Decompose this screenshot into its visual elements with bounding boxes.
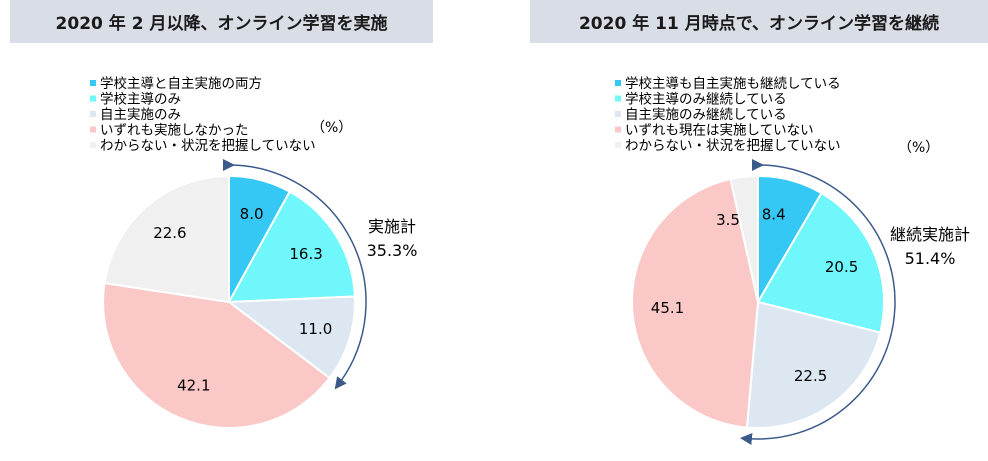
total-bracket-arc (739, 158, 896, 445)
legend-swatch (615, 95, 621, 102)
slice-value-label: 20.5 (825, 258, 858, 276)
pie-slice (102, 281, 331, 429)
unit-label: （%） (898, 140, 939, 156)
legend-label: いずれも現在は実施していない (625, 123, 814, 139)
total-value: 35.3% (367, 241, 418, 260)
legend-label: 学校主導のみ (100, 91, 181, 108)
chart-title-left: 2020 年 2 月以降、オンライン学習を実施 (10, 0, 433, 43)
legend-swatch (90, 126, 96, 133)
legend-swatch (90, 95, 96, 102)
legend-label: 自主実施のみ継続している (625, 107, 787, 123)
legend-label: 学校主導も自主実施も継続している (625, 75, 841, 92)
legend-swatch (615, 142, 621, 148)
slice-value-label: 8.4 (762, 205, 786, 223)
legend-swatch (90, 111, 96, 117)
pie-slice (631, 177, 760, 429)
total-label: 継続実施計 (890, 225, 970, 244)
pie-slice (103, 174, 230, 304)
legend-label: 自主実施のみ (100, 107, 181, 123)
total-bracket-arc (222, 158, 367, 390)
slice-value-label: 42.1 (177, 377, 210, 395)
slice-value-label: 3.5 (716, 211, 740, 229)
legend-label: 学校主導のみ継続している (625, 91, 787, 108)
legend-label: いずれも実施しなかった (100, 123, 249, 139)
total-label: 実施計 (368, 217, 416, 236)
total-value: 51.4% (905, 249, 956, 268)
legend-label: 学校主導と自主実施の両方 (100, 75, 262, 92)
legend-swatch (615, 111, 621, 117)
legend-swatch (90, 142, 96, 148)
legend-swatch (615, 126, 621, 133)
slice-value-label: 22.5 (794, 367, 827, 385)
slice-value-label: 11.0 (299, 320, 332, 338)
legend-label: わからない・状況を把握していない (625, 138, 841, 154)
chart-title-right: 2020 年 11 月時点で、オンライン学習を継続 (530, 0, 988, 43)
slice-value-label: 8.0 (240, 205, 264, 223)
pie-slice (756, 191, 885, 334)
slice-value-label: 22.6 (153, 224, 186, 242)
pie-slice (745, 300, 882, 429)
legend-swatch (90, 80, 96, 86)
slice-value-label: 45.1 (651, 299, 684, 317)
legend-label: わからない・状況を把握していない (100, 138, 316, 154)
unit-label: （%） (311, 120, 352, 136)
slice-value-label: 16.3 (289, 245, 322, 263)
legend-swatch (615, 80, 621, 86)
